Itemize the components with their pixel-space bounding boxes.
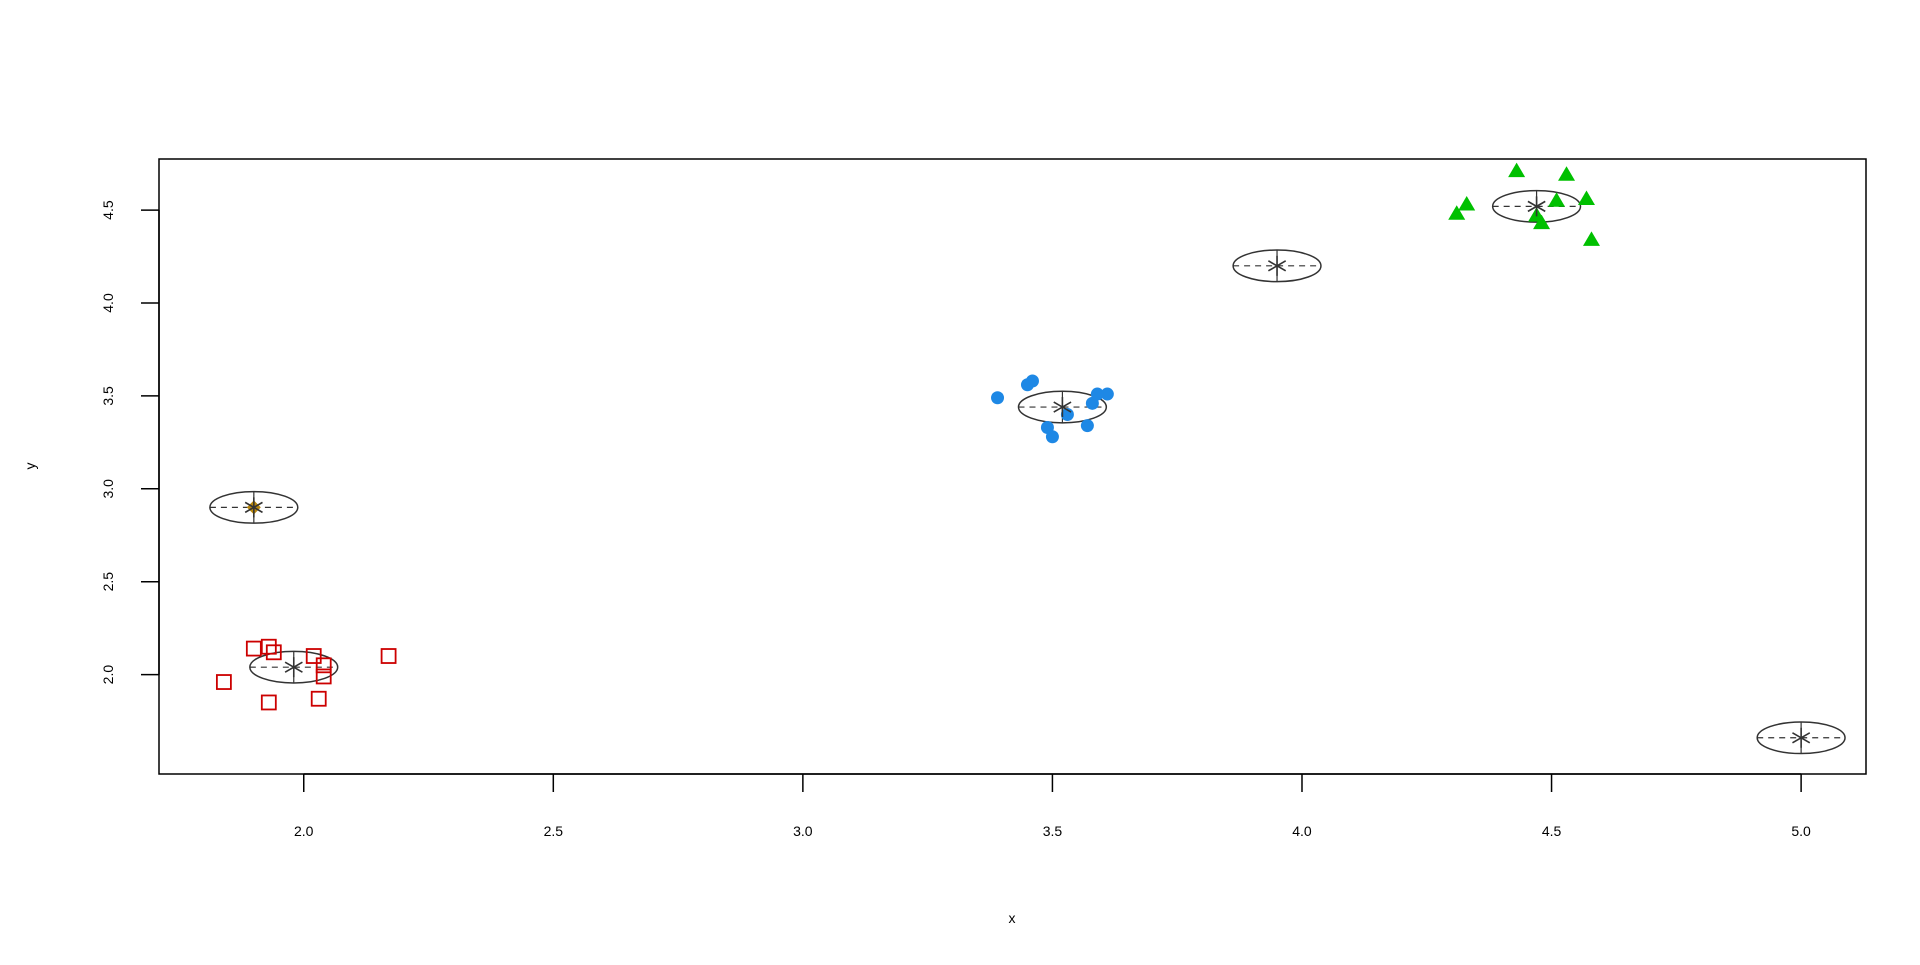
data-point-triangle (1583, 231, 1600, 246)
data-point-circle (1046, 430, 1059, 443)
y-tick-label: 2.5 (100, 572, 116, 592)
x-tick-label: 3.0 (793, 823, 813, 839)
data-point-square (307, 649, 321, 663)
y-tick-label: 3.5 (100, 386, 116, 406)
data-point-triangle (1548, 192, 1565, 207)
data-point-circle (1081, 419, 1094, 432)
data-point-square (312, 692, 326, 706)
x-tick-label: 2.0 (294, 823, 314, 839)
cluster-ellipses (210, 191, 1845, 754)
data-point-square (217, 675, 231, 689)
data-points (217, 163, 1600, 710)
x-axis: 2.0 2.5 3.0 3.5 4.0 4.5 5.0 (294, 774, 1811, 839)
cluster-centers (245, 196, 1810, 747)
data-point-square (382, 649, 396, 663)
y-tick-label: 4.0 (100, 293, 116, 313)
data-point-triangle (1458, 196, 1475, 211)
data-point-triangle (1508, 163, 1525, 178)
plot-frame (159, 159, 1866, 774)
x-tick-label: 3.5 (1043, 823, 1063, 839)
data-point-triangle (1578, 190, 1595, 205)
x-tick-label: 4.0 (1292, 823, 1312, 839)
data-point-triangle (1558, 166, 1575, 181)
y-axis-label: y (22, 463, 38, 470)
y-tick-label: 4.5 (100, 200, 116, 220)
x-tick-label: 4.5 (1542, 823, 1562, 839)
data-point-square (262, 695, 276, 709)
x-tick-label: 5.0 (1791, 823, 1811, 839)
x-tick-label: 2.5 (544, 823, 564, 839)
data-point-circle (991, 391, 1004, 404)
data-point-square (247, 642, 261, 656)
y-axis: 2.0 2.5 3.0 3.5 4.0 4.5 (100, 200, 159, 684)
data-point-circle (1101, 388, 1114, 401)
y-tick-label: 2.0 (100, 665, 116, 685)
data-point-circle (1026, 375, 1039, 388)
data-point-square (262, 640, 276, 654)
x-axis-label: x (1009, 910, 1016, 926)
y-tick-label: 3.0 (100, 479, 116, 499)
